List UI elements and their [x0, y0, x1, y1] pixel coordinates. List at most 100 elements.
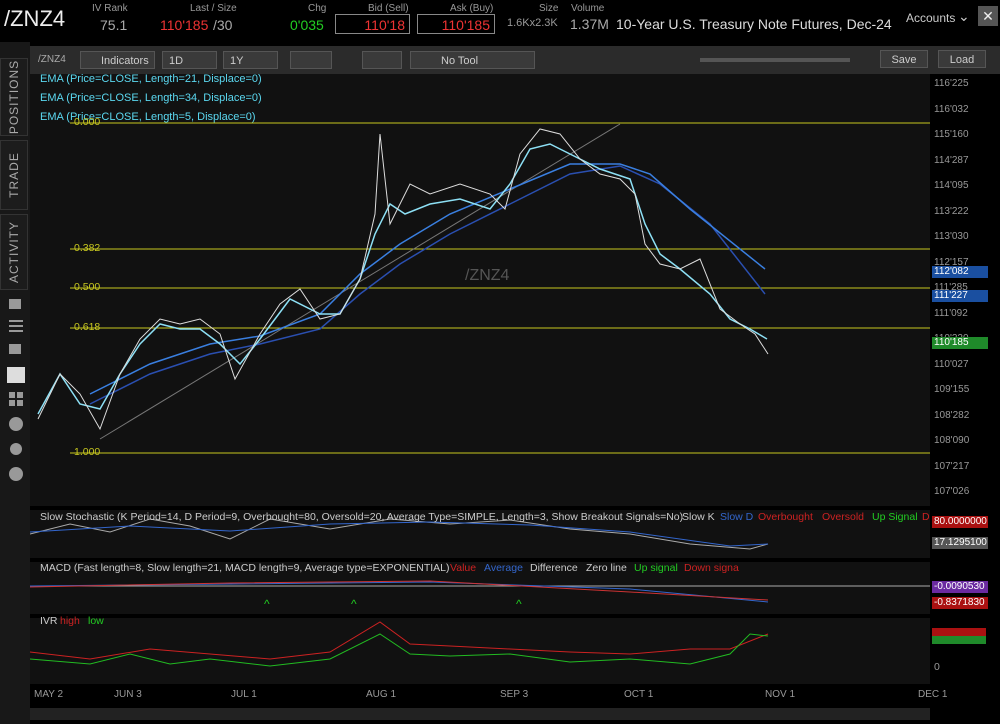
ema-34 — [89, 165, 766, 405]
close-button[interactable]: ✕ — [978, 6, 998, 26]
volume-label: Volume — [571, 3, 605, 14]
ivr-low-marker — [932, 636, 986, 644]
svg-text:^: ^ — [516, 597, 522, 611]
accounts[interactable]: Accounts — [906, 11, 956, 25]
load-button[interactable]: Load — [938, 50, 986, 68]
date-label: OCT 1 — [624, 689, 654, 700]
legend-item: Value — [450, 562, 477, 574]
size-label: Size — [539, 3, 559, 14]
price-tick-label: 107'026 — [934, 486, 970, 497]
legend-item: Down signa — [684, 562, 739, 574]
ask-label: Ask (Buy) — [450, 3, 494, 14]
stochastic-label: Slow Stochastic (K Period=14, D Period=9… — [40, 511, 684, 523]
tool-select[interactable]: No Tool — [410, 51, 535, 69]
ask[interactable]: 110'185 — [417, 14, 495, 34]
svg-text:^: ^ — [351, 597, 357, 611]
fib-lines — [70, 122, 930, 454]
description: 10-Year U.S. Treasury Note Futures, Dec-… — [616, 16, 892, 32]
iv-rank-label: IV Rank — [92, 3, 128, 14]
price-tick-label: 111'285 — [934, 282, 968, 293]
price-tick-label: 115'160 — [934, 129, 969, 140]
macd-value — [30, 580, 769, 601]
price-tick-label: 107'217 — [934, 460, 970, 472]
iv-rank: 75.1 — [100, 17, 128, 33]
ivr-high-marker — [932, 628, 986, 636]
period-select[interactable]: 1Y — [223, 51, 278, 69]
fib-label: 0.000 — [74, 116, 101, 128]
size: /30 — [213, 17, 233, 33]
study-label: EMA (Price=CLOSE, Length=21, Displace=0) — [40, 73, 262, 85]
style-button[interactable] — [362, 51, 402, 69]
aggregation-select[interactable]: 1D — [162, 51, 217, 69]
legend-item: Slow D — [720, 511, 754, 523]
chart-type-button[interactable] — [290, 51, 332, 69]
legend-item: Oversold — [822, 511, 865, 523]
bid-ask-size: 1.6Kx2.3K — [507, 17, 558, 29]
bid[interactable]: 110'18 — [335, 14, 410, 34]
stoch-d — [30, 521, 769, 547]
legend-item: Up signal — [634, 562, 678, 574]
zoom-slider[interactable] — [700, 58, 850, 62]
price-tick-label: 108'282 — [934, 409, 970, 421]
price-tick-label: 114'095 — [934, 180, 969, 191]
trade-tab[interactable]: TRADE — [0, 140, 28, 210]
indicators-button[interactable]: Indicators — [80, 51, 155, 69]
date-label: AUG 1 — [366, 689, 397, 700]
ivr-high — [30, 621, 769, 660]
chart-area: /ZNZ4 ^ ^ ^ — [30, 74, 930, 720]
ema-marker: 111'227 — [932, 290, 988, 302]
trend-line — [99, 123, 621, 440]
chg: 0'035 — [290, 17, 324, 33]
legend-item: high — [60, 615, 80, 627]
sidebar-icons[interactable] — [4, 294, 28, 484]
ivr-axis-label: 0 — [934, 661, 940, 673]
activity-tab[interactable]: ACTIVITY — [0, 214, 28, 290]
scrollbar[interactable] — [30, 708, 930, 720]
ivr-pane — [30, 618, 930, 684]
legend-item: Up Signal — [872, 511, 918, 523]
tab-label: POSITIONS — [7, 59, 21, 135]
study-label: EMA (Price=CLOSE, Length=5, Displace=0) — [40, 111, 256, 123]
chart-symbol: /ZNZ4 — [38, 54, 66, 65]
stochastic-pane — [30, 510, 930, 558]
date-label: MAY 2 — [34, 689, 64, 700]
price-pane — [30, 74, 930, 506]
legend-item: low — [88, 615, 104, 627]
price-tick-label: 109'155 — [934, 384, 970, 395]
tab-label: TRADE — [7, 152, 21, 198]
chg-label: Chg — [308, 3, 327, 14]
last-marker: 110'185 — [932, 337, 988, 349]
fib-label: 1.000 — [74, 446, 101, 458]
macd-pane — [30, 562, 930, 614]
accounts-caret[interactable]: ⌄ — [958, 8, 970, 24]
svg-text:^: ^ — [264, 597, 270, 611]
legend-item: D — [922, 511, 930, 523]
price-tick-label: 116'225 — [934, 78, 969, 89]
price-tick-label: 113'030 — [934, 231, 969, 242]
price-tick-label: 111'092 — [934, 307, 968, 319]
ivr-low — [30, 633, 769, 667]
date-label: SEP 3 — [500, 689, 529, 700]
study-label: EMA (Price=CLOSE, Length=34, Displace=0) — [40, 92, 262, 104]
macd-marker: -0.8371830 — [932, 597, 988, 609]
ivr-label: IVR — [40, 615, 58, 627]
symbol: /ZNZ4 — [4, 6, 66, 31]
date-label: JUN 3 — [114, 689, 142, 700]
last: 110'185 — [160, 17, 209, 33]
legend-item: Zero line — [586, 562, 627, 574]
stoch-marker: 80.0000000 — [932, 516, 988, 528]
date-label: NOV 1 — [765, 689, 796, 700]
fib-label: 0.500 — [74, 281, 101, 293]
price-tick-label: 113'222 — [934, 205, 969, 217]
save-button[interactable]: Save — [880, 50, 928, 68]
legend-item: Overbought — [758, 511, 813, 523]
last-size-label: Last / Size — [190, 3, 237, 14]
price-tick-label: 116'032 — [934, 103, 969, 115]
positions-tab[interactable]: POSITIONS — [0, 58, 28, 136]
up-signals: ^ ^ ^ — [264, 597, 522, 611]
ema-5 — [37, 143, 768, 415]
ema-marker: 112'082 — [932, 266, 988, 278]
legend-item: Average — [484, 562, 523, 574]
price-tick-label: 114'287 — [934, 154, 969, 166]
date-label: JUL 1 — [231, 689, 257, 700]
